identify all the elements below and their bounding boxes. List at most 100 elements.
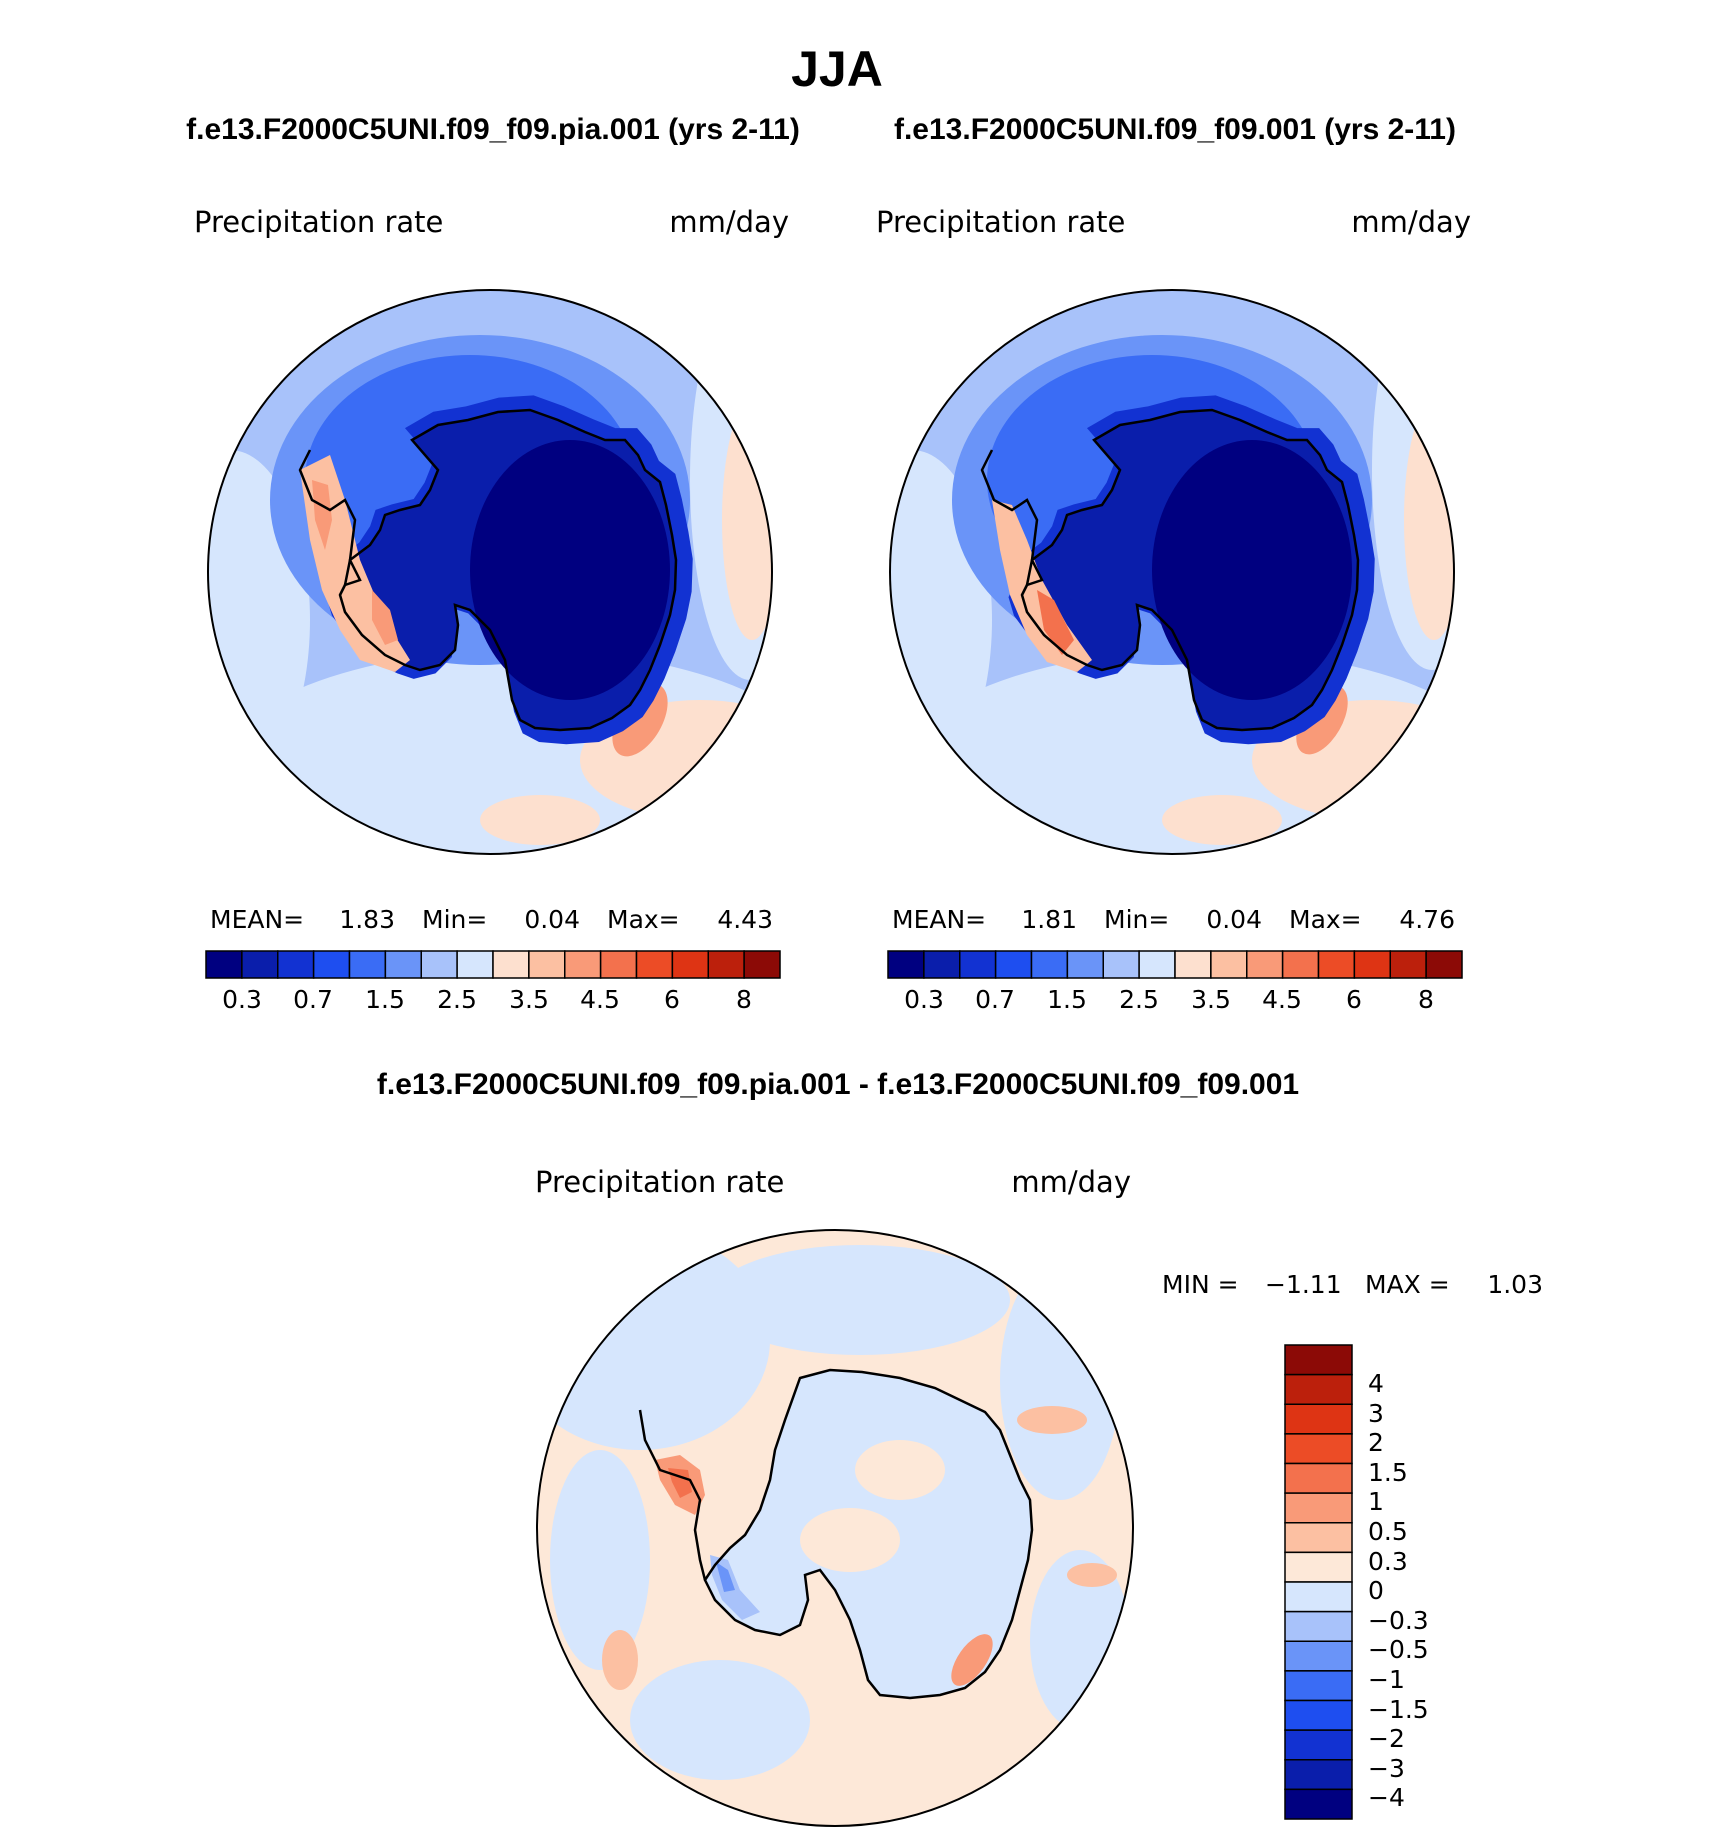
panel-a-units: mm/day xyxy=(669,205,789,239)
panel-b-max-value: 4.76 xyxy=(1399,905,1455,934)
colorbar-swatch xyxy=(1284,1522,1353,1554)
colorbar-swatch xyxy=(994,950,1033,979)
colorbar-swatch xyxy=(1284,1492,1353,1524)
diff-colorbar-tick: 0.3 xyxy=(1368,1547,1408,1576)
colorbar-swatch xyxy=(1284,1403,1353,1435)
panel-a-colorbar-tick: 6 xyxy=(664,985,680,1014)
panel-a-min-value: 0.04 xyxy=(524,905,580,934)
colorbar-swatch xyxy=(564,950,602,979)
colorbar-swatch xyxy=(1066,950,1105,979)
diff-colorbar-tick: −0.5 xyxy=(1368,1635,1429,1664)
colorbar-swatch xyxy=(1284,1462,1353,1494)
colorbar-swatch xyxy=(205,950,243,979)
diff-map xyxy=(537,1230,1133,1826)
colorbar-swatch xyxy=(492,950,530,979)
panel-b-variable: Precipitation rate xyxy=(876,205,1125,239)
panel-b-map-border xyxy=(889,289,1455,855)
panel-b-colorbar xyxy=(887,950,1463,979)
panel-a-colorbar-tick: 2.5 xyxy=(437,985,477,1014)
colorbar-swatch xyxy=(1284,1759,1353,1791)
diff-variable: Precipitation rate xyxy=(535,1165,784,1199)
colorbar-swatch xyxy=(707,950,745,979)
panel-a-colorbar-ticks: 0.3 0.7 1.5 2.5 3.5 4.5 6 8 xyxy=(222,985,752,1014)
colorbar-swatch xyxy=(1284,1640,1353,1672)
colorbar-swatch xyxy=(384,950,423,979)
colorbar-swatch xyxy=(528,950,566,979)
diff-colorbar-tick: −0.3 xyxy=(1368,1606,1429,1635)
panel-a-colorbar-tick: 4.5 xyxy=(580,985,620,1014)
diff-colorbar-tick: 3 xyxy=(1368,1399,1384,1428)
colorbar-swatch xyxy=(1284,1344,1353,1376)
colorbar-swatch xyxy=(1102,950,1140,979)
panel-b-mean-value: 1.81 xyxy=(1021,905,1077,934)
panel-a-colorbar-tick: 8 xyxy=(736,985,752,1014)
colorbar-swatch xyxy=(671,950,710,979)
panel-a-max-label: Max= xyxy=(607,905,680,934)
diff-min-value: −1.11 xyxy=(1265,1270,1342,1299)
panel-b-max-label: Max= xyxy=(1289,905,1362,934)
panel-b-colorbar-tick: 1.5 xyxy=(1047,985,1087,1014)
colorbar-swatch xyxy=(348,950,387,979)
figure-title: JJA xyxy=(791,41,883,97)
panel-a-map xyxy=(208,290,772,854)
panel-b-min-label: Min= xyxy=(1104,905,1169,934)
colorbar-swatch xyxy=(420,950,458,979)
colorbar-swatch xyxy=(1284,1373,1353,1406)
colorbar-swatch xyxy=(1284,1670,1353,1702)
panel-b-colorbar-tick: 8 xyxy=(1418,985,1434,1014)
diff-colorbar-tick: 1 xyxy=(1368,1487,1384,1516)
panel-b-colorbar-tick: 2.5 xyxy=(1119,985,1159,1014)
colorbar-swatch xyxy=(241,950,279,979)
panel-b-subtitle: f.e13.F2000C5UNI.f09_f09.001 (yrs 2-11) xyxy=(894,113,1456,146)
panel-b-units: mm/day xyxy=(1351,205,1471,239)
colorbar-swatch xyxy=(1246,950,1284,979)
panel-a-colorbar-tick: 0.7 xyxy=(293,985,333,1014)
panel-a-variable: Precipitation rate xyxy=(194,205,443,239)
colorbar-swatch xyxy=(1210,950,1248,979)
diff-colorbar-tick: 2 xyxy=(1368,1428,1384,1457)
colorbar-swatch xyxy=(456,950,494,979)
panel-b-colorbar-ticks: 0.3 0.7 1.5 2.5 3.5 4.5 6 8 xyxy=(904,985,1434,1014)
panel-b-map xyxy=(890,290,1454,854)
colorbar-swatch xyxy=(743,950,781,979)
panel-a-colorbar-tick: 0.3 xyxy=(222,985,262,1014)
panel-b-colorbar-tick: 0.3 xyxy=(904,985,944,1014)
panel-b-colorbar-tick: 6 xyxy=(1346,985,1362,1014)
diff-colorbar-tick: 4 xyxy=(1368,1369,1384,1398)
diff-map-border xyxy=(536,1229,1134,1827)
panel-a-subtitle: f.e13.F2000C5UNI.f09_f09.pia.001 (yrs 2-… xyxy=(186,113,800,146)
diff-colorbar-ticks: 4 3 2 1.5 1 0.5 0.3 0 −0.3 −0.5 −1 −1.5 … xyxy=(1368,1369,1429,1812)
colorbar-swatch xyxy=(1030,950,1069,979)
diff-colorbar xyxy=(1284,1344,1353,1820)
colorbar-swatch xyxy=(1353,950,1392,979)
panel-a-min-label: Min= xyxy=(422,905,487,934)
diff-min-label: MIN = xyxy=(1162,1270,1239,1299)
colorbar-swatch xyxy=(599,950,638,979)
panel-b-mean-label: MEAN= xyxy=(892,905,986,934)
diff-colorbar-tick: −4 xyxy=(1368,1783,1405,1812)
colorbar-swatch xyxy=(1284,1581,1353,1613)
panel-b-min-value: 0.04 xyxy=(1206,905,1262,934)
colorbar-swatch xyxy=(277,950,315,979)
colorbar-swatch xyxy=(959,950,997,979)
colorbar-swatch xyxy=(1284,1433,1353,1465)
diff-max-label: MAX = xyxy=(1365,1270,1450,1299)
colorbar-swatch xyxy=(1174,950,1212,979)
colorbar-swatch xyxy=(1284,1610,1353,1643)
diff-colorbar-tick: 0.5 xyxy=(1368,1517,1408,1546)
panel-a-colorbar xyxy=(205,950,781,979)
colorbar-swatch xyxy=(1284,1551,1353,1583)
colorbar-swatch xyxy=(1389,950,1427,979)
colorbar-swatch xyxy=(923,950,961,979)
colorbar-swatch xyxy=(1284,1788,1353,1820)
colorbar-swatch xyxy=(887,950,925,979)
diff-units: mm/day xyxy=(1011,1165,1131,1199)
diff-colorbar-tick: 1.5 xyxy=(1368,1458,1408,1487)
diff-max-value: 1.03 xyxy=(1487,1270,1543,1299)
colorbar-swatch xyxy=(312,950,351,979)
panel-a-mean-value: 1.83 xyxy=(339,905,395,934)
colorbar-swatch xyxy=(1284,1699,1353,1731)
diff-colorbar-tick: −3 xyxy=(1368,1754,1405,1783)
colorbar-swatch xyxy=(1317,950,1356,979)
